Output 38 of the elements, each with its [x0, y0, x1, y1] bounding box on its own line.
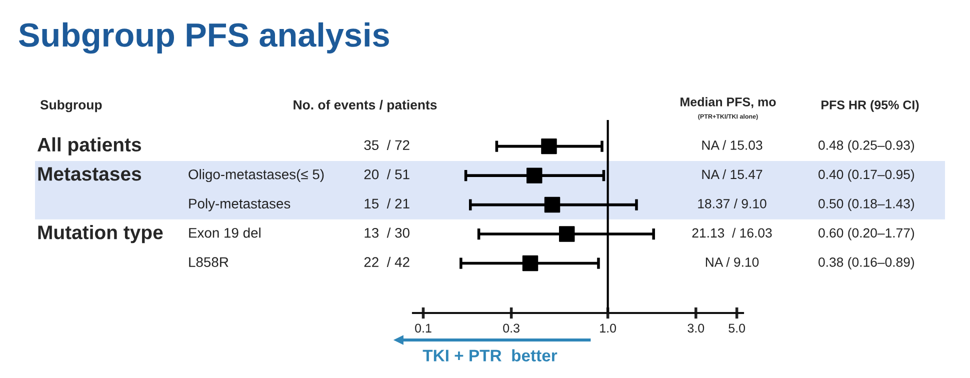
data-label: 0.48 (0.25–0.93) — [818, 140, 914, 152]
annotation: 21.13 / 16.03 — [692, 228, 772, 238]
y-tick-label: L858R — [189, 257, 228, 268]
annotation: 18.37 / 9.10 — [698, 198, 766, 208]
x-tick-label: 1.0 — [600, 324, 616, 333]
text: All patients — [37, 137, 141, 156]
annotation: NA / 15.47 — [702, 169, 762, 180]
text: 15 / 21 — [364, 198, 410, 209]
annotation: NA / 9.10 — [706, 257, 759, 267]
data-label: 0.50 (0.18–1.43) — [818, 198, 914, 211]
x-tick-label: 5.0 — [728, 324, 746, 333]
data-label: 0.60 (0.20–1.77) — [818, 228, 914, 240]
text: Mutation type — [38, 224, 163, 244]
x-tick-label: 0.3 — [503, 324, 520, 333]
text: Median PFS, mo — [680, 97, 776, 108]
text: Metastases — [38, 167, 142, 181]
text: Subgroup — [40, 100, 102, 112]
point — [522, 255, 538, 272]
chart-title: Subgroup PFS analysis — [18, 22, 389, 54]
point — [526, 168, 542, 184]
text: No. of events / patients — [294, 100, 437, 112]
text: 13 / 30 — [364, 228, 410, 238]
text: PFS HR (95% CI) — [822, 100, 919, 112]
point — [541, 138, 557, 154]
data-label: 0.40 (0.17–0.95) — [818, 169, 914, 182]
text: 22 / 42 — [364, 256, 410, 268]
point — [559, 226, 575, 242]
annotation: NA / 15.03 — [702, 140, 762, 150]
x-tick-label: 0.1 — [415, 324, 432, 333]
data-label: 0.38 (0.16–0.89) — [818, 257, 914, 270]
y-tick-label: Exon 19 del — [189, 228, 260, 238]
y-tick-label: Poly-metastases — [189, 198, 290, 212]
text: TKI + PTR better — [422, 349, 558, 362]
text: 35 / 72 — [364, 140, 410, 150]
text: 20 / 51 — [364, 169, 410, 180]
x-tick-label: 3.0 — [688, 324, 704, 333]
y-tick-label: Oligo-metastases(≤ 5) — [188, 169, 324, 182]
point — [544, 196, 560, 213]
